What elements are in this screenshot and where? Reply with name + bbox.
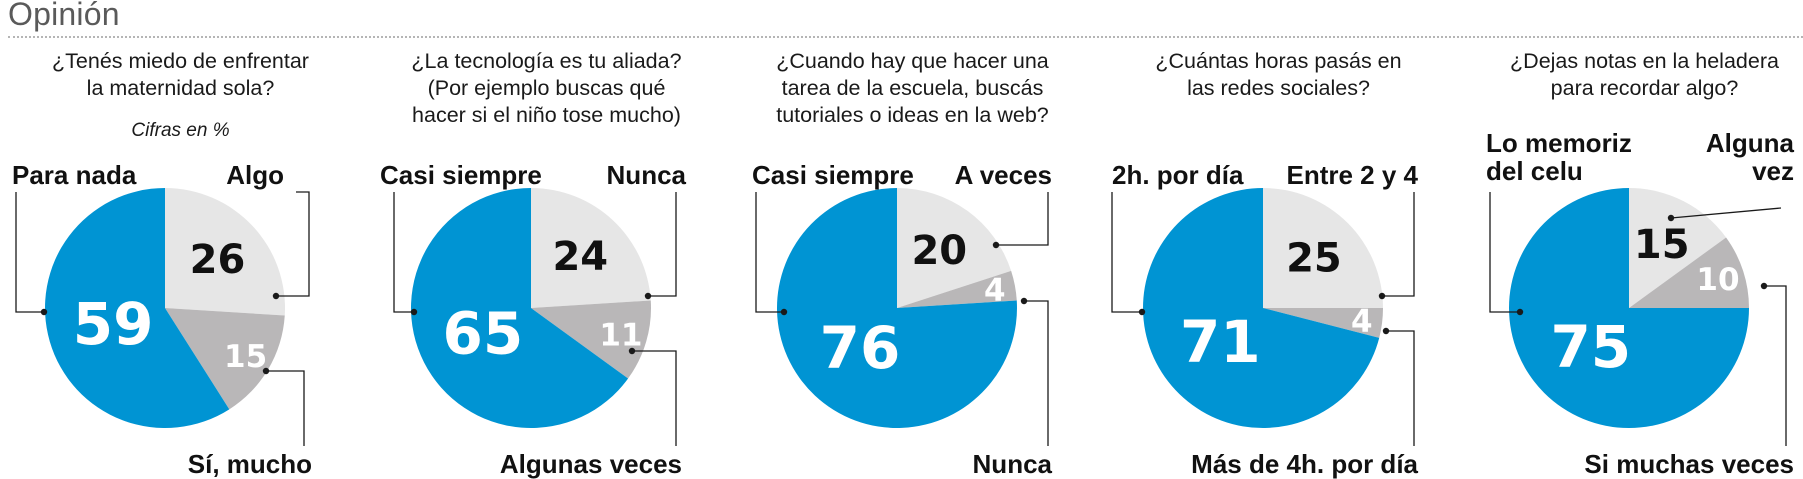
leader-line [1670,207,1782,219]
leader-dot [272,292,280,300]
title-divider [8,36,1803,38]
slice-value: 15 [224,339,267,375]
leader-dot [1378,292,1386,300]
slice-label: A veces [955,160,1052,190]
slice-value: 4 [984,273,1006,309]
leader-dot [1382,327,1390,335]
leader-dot [1516,308,1524,316]
slice-label: 2h. por día [1112,160,1244,190]
leader-dot [628,347,636,355]
slice-label: Más de 4h. por día [1191,449,1418,479]
leader-line [15,192,44,313]
chart-panel-tareas: ¿Cuando hay que hacer una tarea de la es… [732,0,1093,479]
pie-slice [531,188,651,308]
leader-dot [40,308,48,316]
pie-slice [1509,188,1749,428]
pie-slice [45,188,230,428]
slice-label: Casi siempre [752,160,914,190]
chart-panel-tecnologia: ¿La tecnología es tu aliada? (Por ejempl… [366,0,727,479]
slice-value: 15 [1634,222,1690,268]
leader-dot [1020,297,1028,305]
leader-line [1024,300,1049,446]
slice-value: 11 [599,317,642,353]
pie-slice [1263,308,1383,338]
leader-line [266,370,305,446]
slice-label: Algunas veces [500,449,682,479]
leader-line [632,350,677,446]
pie-slice [1142,188,1380,428]
leader-line [276,191,310,297]
slice-value: 76 [820,314,901,382]
leader-line [755,192,784,313]
slice-label: Entre 2 y 4 [1286,160,1418,190]
leader-line [1382,192,1415,297]
slice-label: Alguna vez [1706,128,1795,186]
slice-label: Nunca [607,160,687,190]
chart-question: ¿Cuántas horas pasás en las redes social… [1155,49,1402,100]
pie-chart: 20 4 76 A veces Nunca Casi siempre [752,160,1053,479]
pie-slice [1629,237,1749,308]
leader-line [1489,192,1520,313]
leader-dot [1138,308,1146,316]
slice-label: Casi siempre [380,160,542,190]
slice-label: Si muchas veces [1584,449,1794,479]
chart-question: ¿Dejas notas en la heladera para recorda… [1510,49,1779,100]
slice-value: 20 [911,228,967,274]
slice-value: 65 [443,299,524,367]
pie-chart: 24 11 65 Nunca Algunas veces Casi siempre [380,160,687,479]
pie-slice [897,188,1012,308]
slice-label: Algo [226,160,284,190]
slice-value: 71 [1180,308,1261,376]
slice-label: Sí, mucho [188,449,312,479]
slice-value: 75 [1550,313,1631,381]
pie-slice [531,300,651,379]
slice-value: 4 [1351,304,1373,340]
slice-value: 26 [190,237,246,283]
pie-slice [897,270,1017,308]
slice-label: Para nada [12,160,137,190]
leader-dot [410,308,418,316]
leader-dot [780,308,788,316]
slice-value: 24 [552,234,608,280]
leader-dot [644,292,652,300]
slice-value: 59 [73,290,154,358]
pie-chart: 26 15 59 Algo Sí, mucho Para nada [12,160,312,479]
chart-question: ¿Cuando hay que hacer una tarea de la es… [776,49,1049,127]
pie-slice [776,187,1017,428]
leader-dot [262,367,270,375]
chart-panel-redes: ¿Cuántas horas pasás en las redes social… [1098,0,1459,479]
leader-dot [1667,214,1675,222]
chart-panel-maternidad: ¿Tenés miedo de enfrentar la maternidad … [0,0,361,479]
pie-slice [410,188,629,428]
pie-slice [1263,188,1383,308]
slice-label: Lo memoriz del celu [1486,128,1632,186]
leader-dot [1760,282,1768,290]
slice-label: Nunca [973,449,1053,479]
leader-dot [992,241,1000,249]
pie-slice [165,188,285,316]
slice-value: 10 [1696,262,1739,298]
pie-slice [1629,188,1727,308]
slice-value: 25 [1286,236,1342,282]
leader-line [996,192,1049,246]
pie-chart: 254 71 Entre 2 y 4 Más de 4h. por día 2h. po… [1111,160,1419,479]
leader-line [1386,330,1415,446]
chart-question: ¿La tecnología es tu aliada? (Por ejempl… [411,49,682,127]
pie-slice [165,308,285,410]
section-title: Opinión [8,0,120,32]
leader-line [648,192,677,297]
chart-question: ¿Tenés miedo de enfrentar la maternidad … [52,49,309,100]
chart-panel-notas: ¿Dejas notas en la heladera para recorda… [1464,0,1803,479]
leader-line [1764,285,1787,446]
chart-unit-note: Cifras en % [131,120,230,141]
leader-line [393,192,414,313]
leader-line [1111,192,1142,313]
